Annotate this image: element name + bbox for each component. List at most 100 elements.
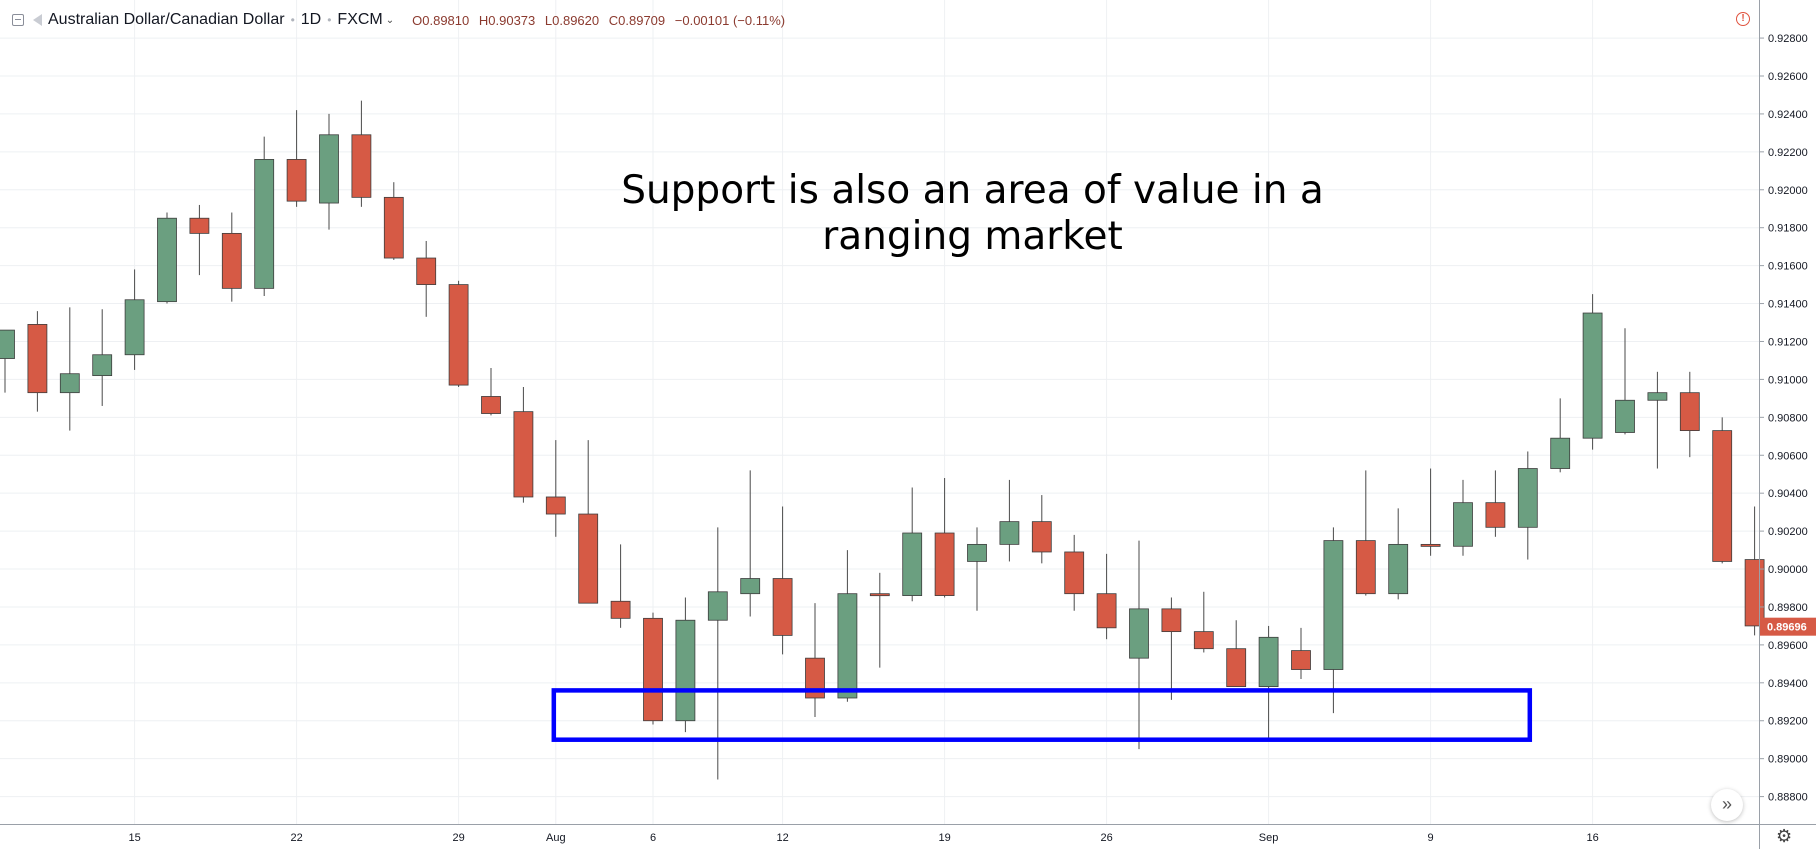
support-zone-box[interactable] xyxy=(551,688,1533,742)
candle-body[interactable] xyxy=(1582,312,1603,439)
candle-body[interactable] xyxy=(1064,551,1085,595)
candle-body[interactable] xyxy=(902,532,923,596)
y-tick-label: 0.90000 xyxy=(1768,564,1808,576)
chart-annotation: Support is also an area of value in a ra… xyxy=(560,168,1385,260)
y-tick-label: 0.90400 xyxy=(1768,488,1808,500)
candle-body[interactable] xyxy=(610,600,631,619)
x-tick-label: Sep xyxy=(1259,832,1279,844)
x-tick-label: 29 xyxy=(452,832,464,844)
x-tick-label: 19 xyxy=(938,832,950,844)
x-tick-label: 6 xyxy=(650,832,656,844)
candle-body[interactable] xyxy=(1485,502,1506,528)
x-tick-label: 16 xyxy=(1586,832,1598,844)
candle-body[interactable] xyxy=(837,593,858,699)
y-tick-label: 0.91800 xyxy=(1768,223,1808,235)
candle-body[interactable] xyxy=(59,373,80,394)
y-tick-label: 0.92400 xyxy=(1768,109,1808,121)
candle-body[interactable] xyxy=(967,543,987,562)
y-tick-label: 0.89600 xyxy=(1768,640,1808,652)
y-tick-label: 0.91200 xyxy=(1768,336,1808,348)
candle-body[interactable] xyxy=(1193,631,1214,650)
candle-body[interactable] xyxy=(1388,543,1409,595)
y-tick-label: 0.91000 xyxy=(1768,374,1808,386)
candle-body[interactable] xyxy=(481,396,501,414)
candle-body[interactable] xyxy=(92,354,113,377)
candle-body[interactable] xyxy=(1647,392,1668,401)
candle-body[interactable] xyxy=(999,521,1020,545)
candle-body[interactable] xyxy=(934,532,955,596)
collapse-icon[interactable] xyxy=(12,14,24,26)
candle-body[interactable] xyxy=(869,593,890,597)
candle-body[interactable] xyxy=(1258,636,1279,688)
y-tick-label: 0.89200 xyxy=(1768,716,1808,728)
candle-body[interactable] xyxy=(27,324,48,394)
y-tick-label: 0.88800 xyxy=(1768,792,1808,804)
candle-body[interactable] xyxy=(448,284,469,386)
candle-body[interactable] xyxy=(124,299,145,356)
x-tick-label: 9 xyxy=(1428,832,1434,844)
y-tick-label: 0.90600 xyxy=(1768,450,1808,462)
change-value: −0.00101 (−0.11%) xyxy=(674,12,786,28)
candle-body[interactable] xyxy=(513,411,534,498)
candle-body[interactable] xyxy=(1420,543,1441,547)
y-tick-label: 0.89400 xyxy=(1768,678,1808,690)
annotation-line-2: ranging market xyxy=(822,214,1123,259)
candle-body[interactable] xyxy=(319,134,339,204)
candle-body[interactable] xyxy=(1679,392,1700,432)
last-price-tag xyxy=(1760,617,1816,636)
candle-body[interactable] xyxy=(1453,502,1473,547)
candle-body[interactable] xyxy=(254,159,275,289)
candle-body[interactable] xyxy=(189,217,210,234)
separator-dot: • xyxy=(327,13,332,27)
candle-body[interactable] xyxy=(740,578,761,595)
candle-body[interactable] xyxy=(383,196,404,259)
x-tick-label: 15 xyxy=(128,832,140,844)
candle-body[interactable] xyxy=(157,217,177,303)
interval-label[interactable]: 1D xyxy=(300,11,322,28)
alert-icon[interactable]: ! xyxy=(1736,12,1750,26)
candle-body[interactable] xyxy=(1517,468,1538,528)
candle-body[interactable] xyxy=(1161,608,1182,633)
candle-body[interactable] xyxy=(805,657,825,699)
candle-body[interactable] xyxy=(1615,399,1635,433)
candle-body[interactable] xyxy=(221,232,242,289)
candle-body[interactable] xyxy=(416,257,437,285)
y-tick-label: 0.92800 xyxy=(1768,33,1808,45)
broker-label[interactable]: FXCM xyxy=(337,11,383,28)
settings-gear-icon[interactable]: ⚙ xyxy=(1776,826,1793,846)
candle-body[interactable] xyxy=(643,617,663,722)
candle-body[interactable] xyxy=(545,496,566,515)
symbol-name[interactable]: Australian Dollar/Canadian Dollar xyxy=(48,11,285,28)
candle-body[interactable] xyxy=(1031,521,1052,553)
candle-body[interactable] xyxy=(772,578,793,636)
chevron-down-icon[interactable]: ⌄ xyxy=(385,14,395,26)
candle-body[interactable] xyxy=(707,591,728,621)
candle-body[interactable] xyxy=(1226,648,1247,688)
candle-body[interactable] xyxy=(1323,540,1344,670)
last-price-label: 0.89696 xyxy=(1767,622,1807,634)
candle-body[interactable] xyxy=(1712,430,1733,562)
candle-body[interactable] xyxy=(675,619,696,722)
y-tick-label: 0.91400 xyxy=(1768,299,1808,311)
candle-body[interactable] xyxy=(351,134,372,198)
candle-body[interactable] xyxy=(1291,650,1311,670)
candle-body[interactable] xyxy=(1550,437,1571,469)
y-tick-label: 0.90800 xyxy=(1768,412,1808,424)
candle-body[interactable] xyxy=(1096,593,1117,629)
candle-body[interactable] xyxy=(286,159,307,202)
close-value: C0.89709 xyxy=(608,12,666,28)
x-tick-label: 26 xyxy=(1100,832,1112,844)
y-tick-label: 0.90200 xyxy=(1768,526,1808,538)
separator-dot: • xyxy=(290,13,295,27)
scroll-to-latest-icon[interactable]: » xyxy=(1711,789,1743,821)
y-tick-label: 0.92200 xyxy=(1768,147,1808,159)
x-tick-label: 22 xyxy=(290,832,302,844)
low-value: L0.89620 xyxy=(544,12,600,28)
y-tick-label: 0.89000 xyxy=(1768,754,1808,766)
candle-body[interactable] xyxy=(1355,540,1376,595)
candle-body[interactable] xyxy=(0,329,15,359)
candle-body[interactable] xyxy=(1129,608,1149,659)
y-tick-label: 0.92000 xyxy=(1768,185,1808,197)
candle-body[interactable] xyxy=(578,513,599,604)
